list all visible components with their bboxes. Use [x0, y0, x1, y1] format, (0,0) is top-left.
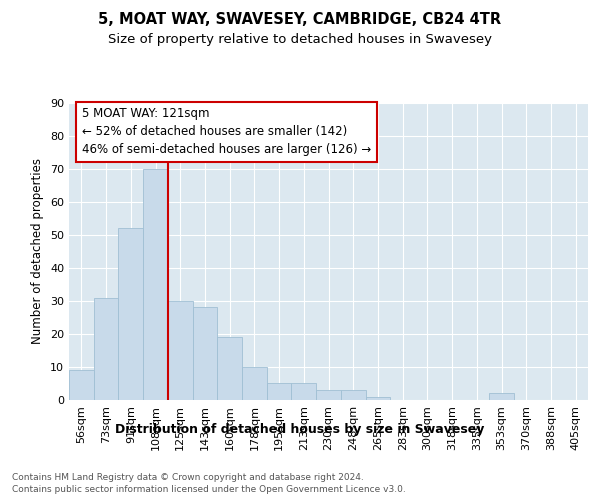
Text: Contains HM Land Registry data © Crown copyright and database right 2024.: Contains HM Land Registry data © Crown c…: [12, 472, 364, 482]
Bar: [489, 394, 514, 400]
Bar: [143, 168, 168, 400]
Text: 5 MOAT WAY: 121sqm
← 52% of detached houses are smaller (142)
46% of semi-detach: 5 MOAT WAY: 121sqm ← 52% of detached hou…: [82, 108, 371, 156]
Text: 5, MOAT WAY, SWAVESEY, CAMBRIDGE, CB24 4TR: 5, MOAT WAY, SWAVESEY, CAMBRIDGE, CB24 4…: [98, 12, 502, 28]
Bar: [316, 390, 341, 400]
Bar: [193, 308, 217, 400]
Text: Contains public sector information licensed under the Open Government Licence v3: Contains public sector information licen…: [12, 485, 406, 494]
Text: Distribution of detached houses by size in Swavesey: Distribution of detached houses by size …: [115, 422, 485, 436]
Text: Size of property relative to detached houses in Swavesey: Size of property relative to detached ho…: [108, 32, 492, 46]
Bar: [242, 367, 267, 400]
Bar: [292, 384, 316, 400]
Bar: [365, 396, 390, 400]
Bar: [341, 390, 365, 400]
Bar: [267, 384, 292, 400]
Bar: [168, 301, 193, 400]
Bar: [94, 298, 118, 400]
Bar: [217, 337, 242, 400]
Bar: [69, 370, 94, 400]
Bar: [118, 228, 143, 400]
Y-axis label: Number of detached properties: Number of detached properties: [31, 158, 44, 344]
